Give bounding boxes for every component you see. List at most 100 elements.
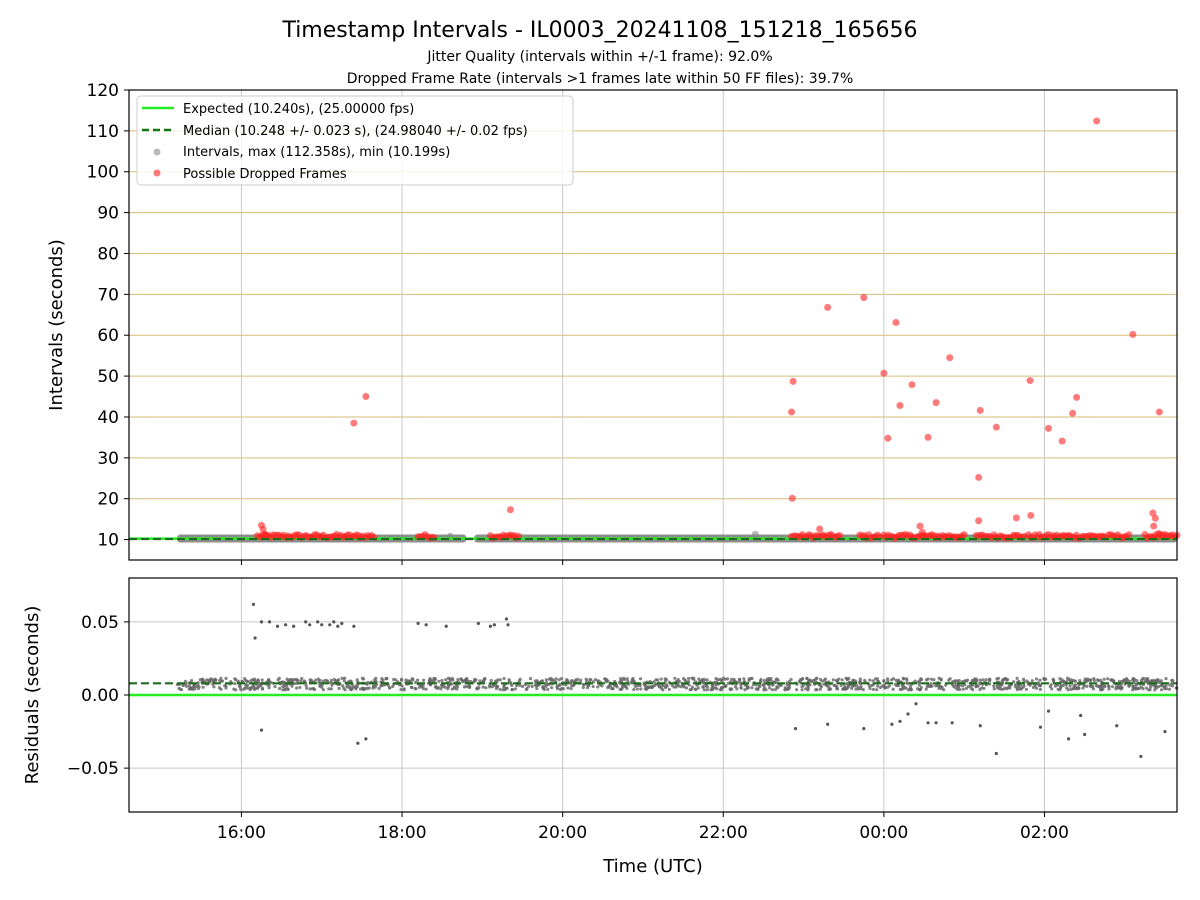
residual-point — [705, 678, 709, 682]
residual-point — [681, 676, 686, 681]
residual-point — [711, 686, 716, 690]
residual-point — [461, 679, 465, 683]
residual-point — [719, 688, 724, 692]
residual-point — [992, 687, 996, 691]
residual-point — [300, 676, 304, 681]
residual-point — [384, 677, 389, 681]
residual-point — [549, 676, 553, 681]
residual-point — [321, 688, 325, 692]
residual-point — [364, 681, 368, 686]
residual-point — [488, 624, 492, 628]
residual-point — [1089, 678, 1093, 682]
residual-point — [965, 678, 970, 682]
residual-point — [387, 686, 392, 690]
residual-point — [619, 679, 623, 683]
residual-point — [502, 676, 506, 681]
residual-point — [835, 686, 839, 691]
residual-point — [643, 687, 647, 691]
dropped-frame-point — [924, 433, 932, 441]
residual-point — [1022, 684, 1026, 688]
residual-point — [355, 678, 359, 682]
residual-point — [934, 721, 938, 725]
residual-point — [952, 684, 956, 688]
residual-point — [851, 679, 855, 683]
dropped-frame-point — [262, 531, 270, 539]
residual-point — [723, 677, 727, 681]
residual-point — [826, 722, 830, 726]
residual-point — [285, 686, 290, 691]
residual-point — [424, 623, 428, 627]
dropped-frame-point — [1073, 393, 1081, 401]
residual-point — [242, 687, 246, 691]
residual-point — [918, 687, 923, 692]
residual-point — [416, 678, 420, 682]
residual-point — [875, 677, 879, 681]
residual-point — [555, 684, 559, 688]
top-y-axis-label: Intervals (seconds) — [46, 239, 67, 411]
residual-point — [876, 684, 880, 688]
residual-point — [972, 679, 977, 683]
residual-point — [862, 727, 866, 731]
residual-point — [348, 686, 352, 690]
residual-point — [340, 676, 344, 680]
dropped-frame-point — [789, 377, 797, 385]
residual-point — [783, 688, 787, 692]
residual-point — [1156, 680, 1160, 685]
residual-point — [544, 683, 548, 687]
residual-point — [1167, 687, 1172, 691]
residual-point — [978, 681, 982, 686]
residual-point — [233, 681, 237, 686]
residual-point — [871, 687, 875, 692]
legend: Expected (10.240s), (25.00000 fps) Media… — [136, 95, 574, 186]
residual-point — [1131, 677, 1136, 681]
residual-point — [276, 678, 280, 682]
residual-point — [364, 737, 368, 741]
residual-point — [733, 684, 738, 689]
residual-point — [875, 688, 879, 692]
residual-point — [308, 678, 312, 682]
residual-point — [399, 678, 404, 682]
residual-point — [674, 685, 678, 689]
residual-point — [906, 712, 910, 716]
residual-point — [804, 687, 808, 691]
intervals-y-tick-label: 10 — [97, 531, 119, 551]
residual-point — [336, 624, 340, 628]
residual-point — [1058, 677, 1062, 681]
residual-point — [635, 687, 639, 691]
residual-point — [283, 623, 288, 627]
residual-point — [1156, 678, 1160, 682]
chart-title: Timestamp Intervals - IL0003_20241108_15… — [281, 18, 917, 43]
residual-point — [1154, 684, 1158, 688]
residual-point — [686, 676, 691, 681]
residual-point — [663, 677, 667, 681]
residual-point — [1136, 687, 1141, 691]
residual-point — [193, 687, 197, 691]
residual-point — [762, 688, 766, 692]
dropped-frame-point — [1093, 117, 1101, 125]
residual-point — [615, 685, 619, 689]
residual-point — [201, 685, 205, 689]
residual-point — [421, 686, 426, 691]
residual-point — [940, 686, 944, 691]
residual-point — [356, 741, 360, 745]
legend-dropped-label: Possible Dropped Frames — [183, 167, 347, 182]
residual-point — [622, 676, 626, 680]
residual-point — [919, 677, 923, 681]
residual-point — [259, 620, 264, 624]
residual-point — [631, 676, 635, 681]
residual-point — [581, 685, 585, 690]
residual-point — [799, 677, 803, 682]
residual-point — [1015, 676, 1019, 680]
residual-point — [1072, 686, 1076, 691]
residual-point — [1117, 679, 1122, 683]
x-tick-label: 02:00 — [1020, 823, 1069, 843]
residual-point — [1017, 679, 1021, 683]
residuals-y-tick-label: −0.05 — [67, 759, 119, 779]
residual-point — [703, 677, 707, 682]
residual-point — [1144, 686, 1149, 690]
residual-point — [260, 686, 265, 690]
residual-point — [971, 687, 975, 692]
residual-point — [549, 686, 554, 690]
dropped-frame-point — [860, 294, 868, 302]
residual-point — [588, 677, 592, 682]
